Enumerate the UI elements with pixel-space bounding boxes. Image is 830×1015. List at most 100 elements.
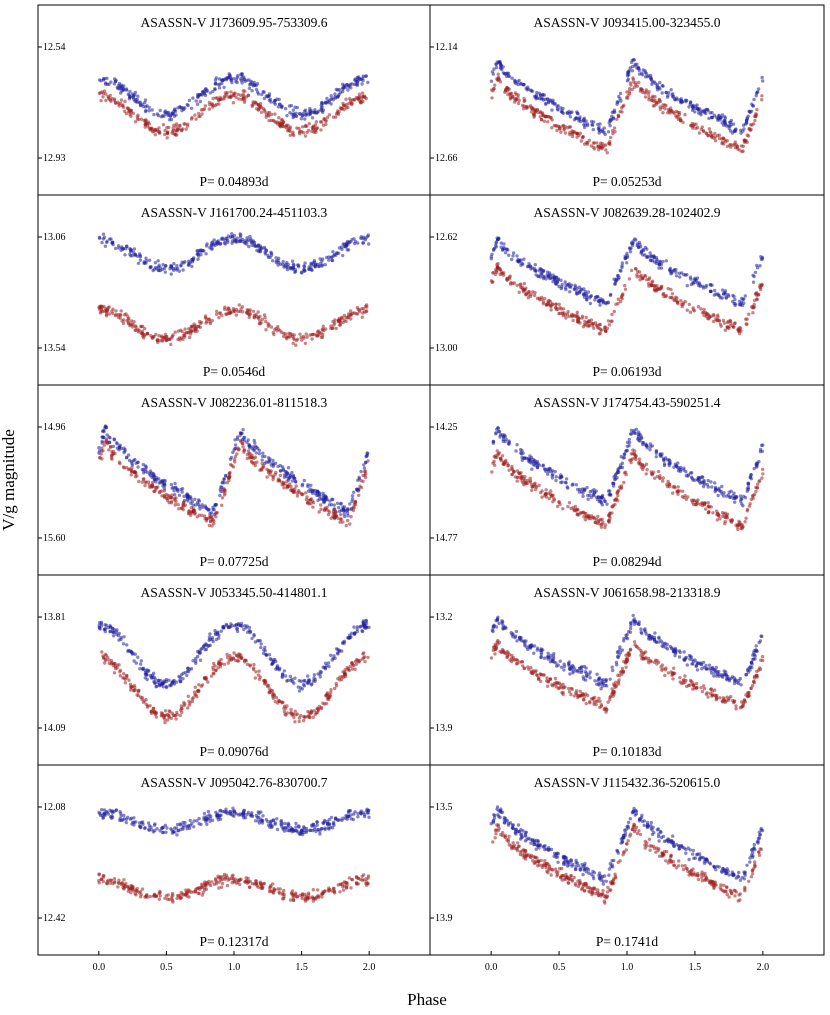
data-point-blue xyxy=(210,247,214,251)
data-point-blue xyxy=(545,467,550,471)
data-point-blue xyxy=(286,471,290,475)
data-point-blue xyxy=(540,270,544,274)
data-point-blue xyxy=(222,85,226,90)
data-point-red xyxy=(112,98,117,103)
data-point-red xyxy=(253,676,257,680)
data-point-blue xyxy=(696,475,701,480)
data-point-blue xyxy=(340,649,344,653)
data-point-red xyxy=(192,690,197,694)
data-point-red xyxy=(709,134,714,139)
data-point-blue xyxy=(560,475,564,479)
data-point-blue xyxy=(254,87,259,92)
data-point-red xyxy=(329,688,333,692)
data-point-blue xyxy=(158,108,162,113)
data-point-red xyxy=(269,325,274,329)
data-point-red xyxy=(295,126,299,130)
data-point-blue xyxy=(559,480,563,485)
data-point-blue xyxy=(589,495,594,500)
data-point-red xyxy=(194,326,198,330)
data-point-red xyxy=(266,324,270,328)
data-point-red xyxy=(632,85,637,90)
data-point-blue xyxy=(327,100,331,105)
data-point-red xyxy=(518,283,522,287)
data-point-red xyxy=(495,263,499,267)
data-point-red xyxy=(629,83,633,87)
data-point-blue xyxy=(342,86,346,90)
data-point-red xyxy=(223,91,228,95)
data-point-blue xyxy=(240,81,244,85)
data-point-red xyxy=(616,494,620,498)
data-point-blue xyxy=(337,509,342,514)
data-point-blue xyxy=(325,96,329,101)
data-point-blue xyxy=(235,437,240,441)
data-point-red xyxy=(745,317,749,321)
data-point-blue xyxy=(533,263,537,267)
data-point-blue xyxy=(271,458,275,463)
data-point-red xyxy=(322,116,326,121)
data-point-blue xyxy=(530,467,534,471)
data-point-red xyxy=(339,513,343,517)
data-point-blue xyxy=(733,297,737,302)
data-point-blue xyxy=(625,74,630,78)
data-point-red xyxy=(195,329,199,333)
data-point-blue xyxy=(685,283,689,288)
data-point-red xyxy=(619,484,624,488)
data-point-red xyxy=(260,317,264,322)
data-point-red xyxy=(676,485,680,489)
data-point-red xyxy=(538,115,542,119)
data-point-red xyxy=(264,328,268,332)
data-point-red xyxy=(310,332,314,337)
data-point-blue xyxy=(139,659,143,663)
data-point-red xyxy=(103,657,108,661)
data-point-red xyxy=(651,279,655,283)
data-point-red xyxy=(293,720,297,724)
data-point-red xyxy=(122,466,126,470)
data-point-red xyxy=(680,495,685,499)
data-point-red xyxy=(118,670,122,674)
data-point-red xyxy=(495,270,499,274)
data-point-red xyxy=(580,316,584,320)
data-point-red xyxy=(637,270,642,274)
data-point-red xyxy=(620,110,624,114)
data-point-red xyxy=(656,469,661,474)
data-point-red xyxy=(141,334,145,338)
data-point-red xyxy=(615,117,619,121)
data-point-blue xyxy=(671,92,675,96)
data-point-blue xyxy=(337,506,341,510)
data-point-red xyxy=(520,287,525,291)
data-point-blue xyxy=(226,75,231,80)
data-point-red xyxy=(740,527,744,531)
data-point-blue xyxy=(173,107,177,111)
y-tick-label-bottom: 13.00 xyxy=(435,343,458,354)
data-point-red xyxy=(638,275,642,279)
data-point-blue xyxy=(758,449,763,454)
data-point-red xyxy=(740,150,744,154)
data-point-red xyxy=(623,287,628,291)
data-point-blue xyxy=(128,249,133,254)
data-point-blue xyxy=(698,479,702,484)
data-point-blue xyxy=(662,462,667,466)
data-point-red xyxy=(689,123,693,128)
data-point-red xyxy=(650,472,655,476)
data-point-blue xyxy=(655,86,659,90)
data-point-red xyxy=(725,139,729,143)
data-point-blue xyxy=(649,78,654,82)
data-point-red xyxy=(246,93,250,98)
data-point-red xyxy=(715,318,720,322)
data-point-blue xyxy=(267,94,271,99)
data-point-red xyxy=(162,494,167,499)
data-point-red xyxy=(134,324,138,328)
data-point-red xyxy=(647,277,651,282)
data-point-blue xyxy=(162,487,167,491)
data-point-red xyxy=(555,128,559,133)
data-point-red xyxy=(492,459,496,464)
data-point-red xyxy=(654,101,658,105)
data-point-blue xyxy=(498,433,503,437)
data-point-blue xyxy=(521,83,525,87)
data-point-red xyxy=(130,322,134,326)
period-label: P= 0.04893d xyxy=(199,174,268,189)
data-point-red xyxy=(173,133,178,137)
data-point-red xyxy=(508,95,512,99)
data-point-blue xyxy=(761,79,765,83)
data-point-red xyxy=(193,113,197,117)
